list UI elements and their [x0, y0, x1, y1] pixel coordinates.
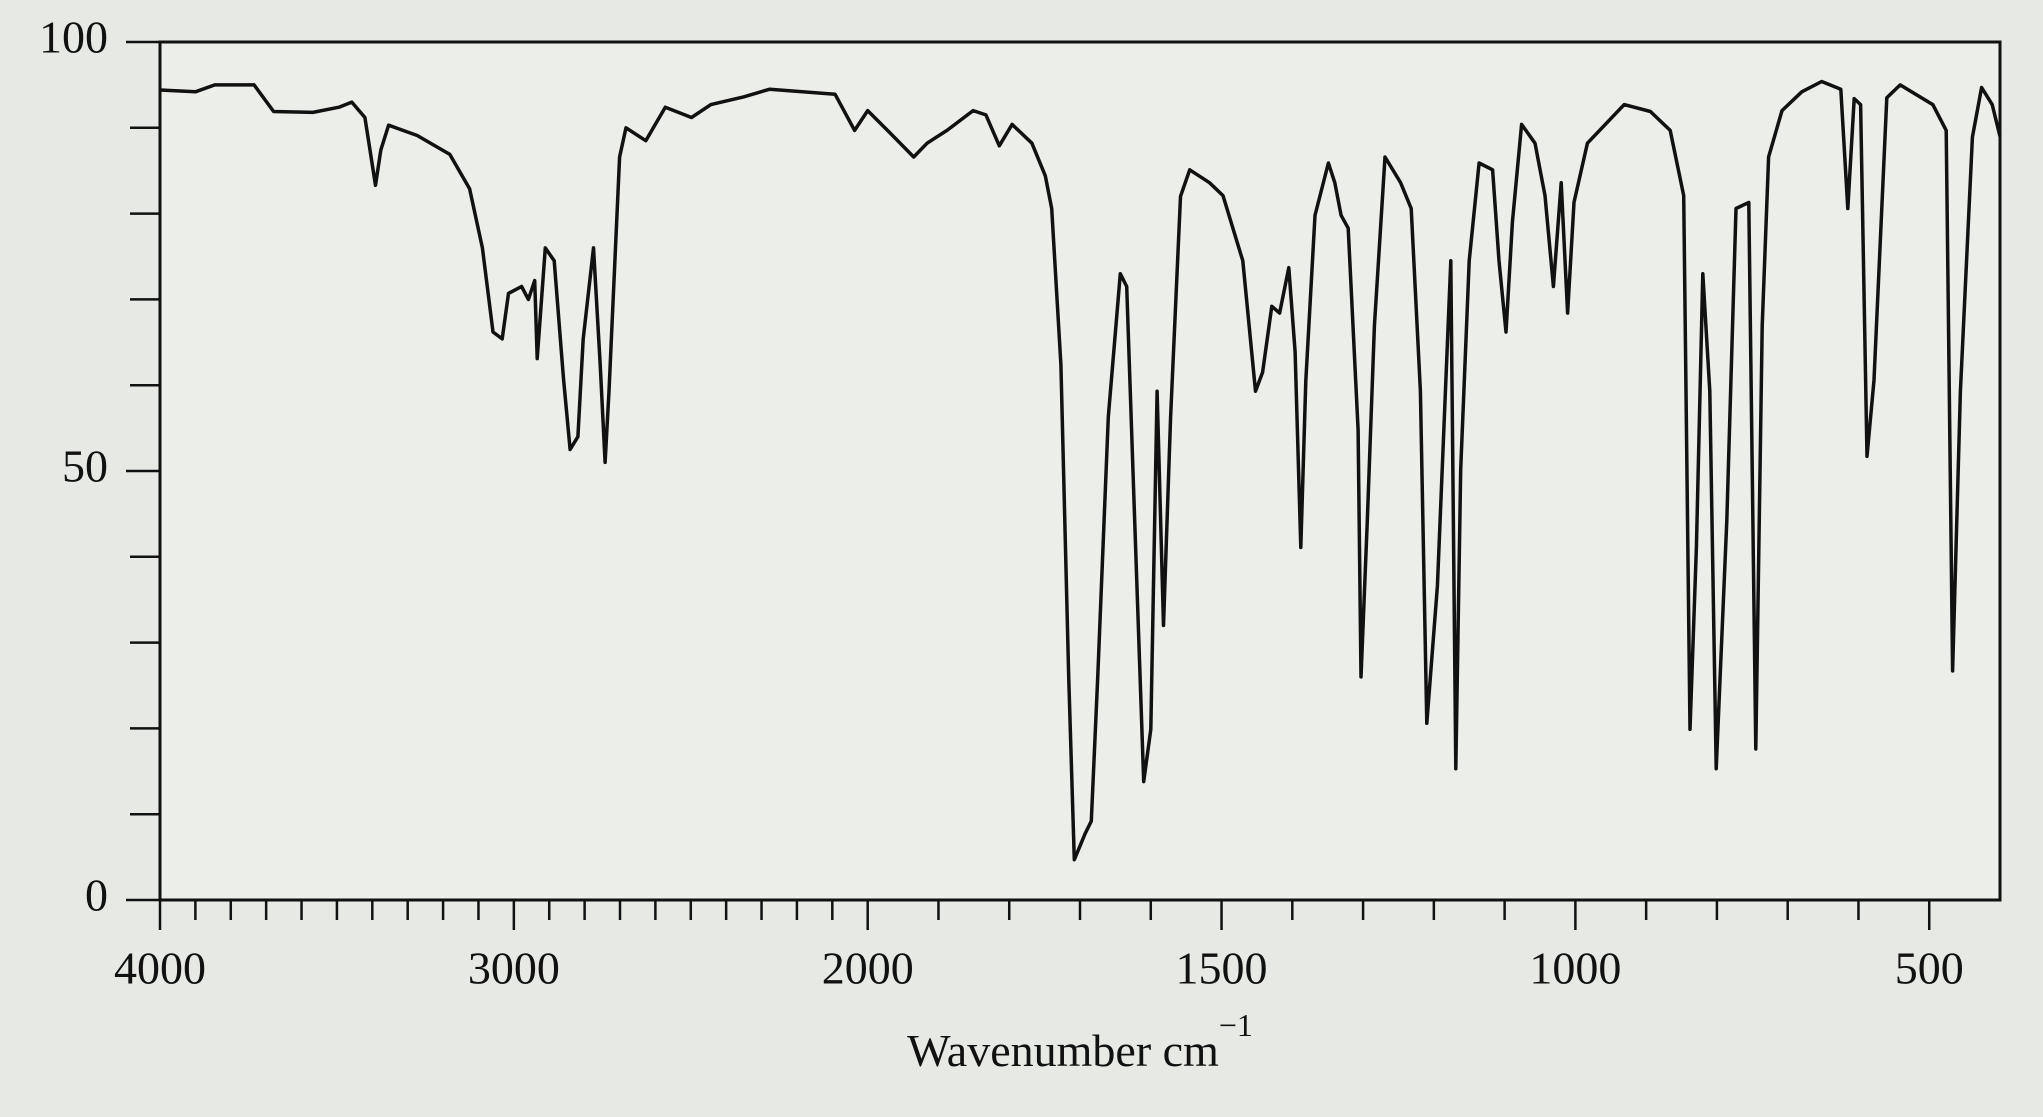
x-axis-label-superscript: −1	[1219, 1007, 1253, 1043]
x-tick-label: 500	[1895, 943, 1964, 994]
y-tick-label: 0	[85, 870, 108, 921]
x-tick-label: 4000	[114, 943, 206, 994]
spectrum-line	[159, 79, 2002, 862]
y-tick-label: 50	[62, 441, 108, 492]
y-tick-label: 100	[39, 12, 108, 63]
x-axis-label: Wavenumber cm	[907, 1025, 1219, 1076]
x-tick-label: 1000	[1529, 943, 1621, 994]
x-tick-label: 3000	[468, 943, 560, 994]
plot-frame	[158, 40, 2002, 902]
x-axis-title: Wavenumber cm−1	[907, 1007, 1253, 1075]
x-tick-label: 1500	[1176, 943, 1268, 994]
x-tick-label: 2000	[822, 943, 914, 994]
